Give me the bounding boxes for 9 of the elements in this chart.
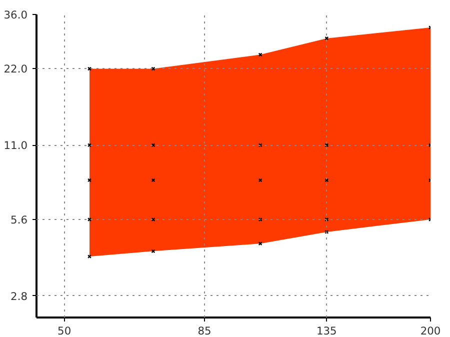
y-tick-label: 36.0 [4,8,28,22]
x-tick-label: 135 [316,324,337,337]
y-tick-label: 5.6 [10,213,28,226]
y-tick-label: 2.8 [10,290,28,303]
y-tick-label: 11.0 [4,139,28,152]
x-tick-label: 200 [420,324,441,337]
x-tick-label: 85 [198,324,212,337]
x-tick-label: 50 [58,324,72,337]
y-tick-label: 22.0 [4,62,28,76]
